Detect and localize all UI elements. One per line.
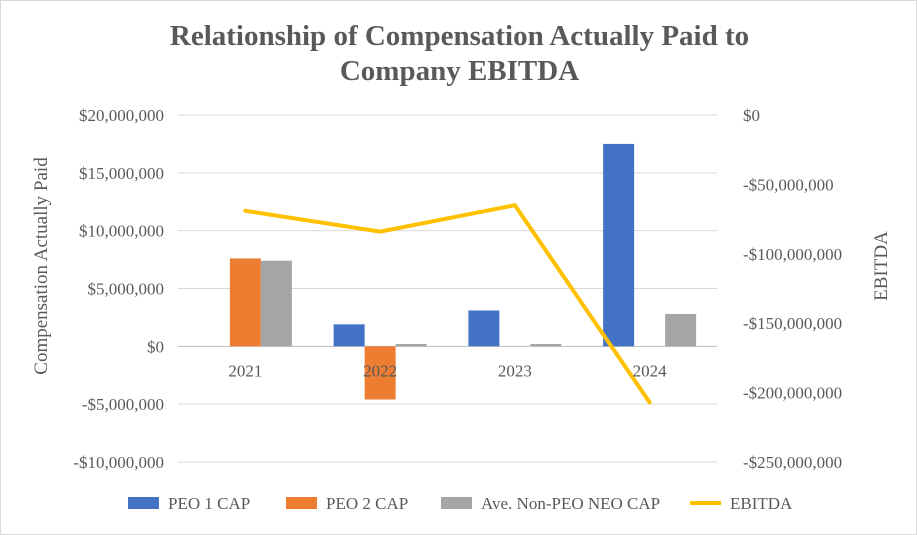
bar bbox=[229, 258, 261, 347]
bar bbox=[364, 346, 396, 400]
bar bbox=[665, 313, 697, 347]
y2-tick-label: -$250,000,000 bbox=[743, 453, 842, 472]
ebitda-line-group bbox=[243, 203, 652, 405]
chart-title-line2: Company EBITDA bbox=[339, 55, 580, 87]
y-tick-label: $5,000,000 bbox=[88, 280, 165, 299]
bar bbox=[468, 310, 500, 347]
bars bbox=[229, 143, 697, 400]
bar bbox=[260, 260, 292, 347]
y2-tick-label: -$200,000,000 bbox=[743, 384, 842, 403]
ebitda-line bbox=[243, 203, 652, 405]
legend-swatch bbox=[286, 497, 317, 509]
y-tick-label: $10,000,000 bbox=[79, 222, 164, 241]
y2-axis-label: EBITDA bbox=[871, 231, 892, 301]
legend-swatch bbox=[441, 497, 472, 509]
x-tick-label: 2021 bbox=[228, 361, 262, 380]
y-tick-label: $0 bbox=[147, 337, 164, 356]
chart-title-line1: Relationship of Compensation Actually Pa… bbox=[169, 20, 750, 52]
y2-tick-label: $0 bbox=[743, 106, 760, 125]
legend-swatch bbox=[128, 497, 159, 509]
y-tick-label: $15,000,000 bbox=[79, 164, 164, 183]
legend-label: PEO 2 CAP bbox=[326, 494, 408, 513]
x-tick-label: 2022 bbox=[363, 361, 397, 380]
x-tick-label: 2024 bbox=[633, 361, 668, 380]
legend: PEO 1 CAP PEO 2 CAP Ave. Non-PEO NEO CAP EB… bbox=[128, 494, 793, 513]
legend-label: PEO 1 CAP bbox=[168, 494, 250, 513]
y2-tick-label: -$50,000,000 bbox=[743, 175, 834, 194]
y-tick-label: -$5,000,000 bbox=[82, 395, 164, 414]
y-axis-label: Compensation Actually Paid bbox=[31, 157, 52, 375]
legend-label: EBITDA bbox=[730, 494, 793, 513]
legend-label: Ave. Non-PEO NEO CAP bbox=[481, 494, 660, 513]
bar bbox=[530, 344, 562, 347]
x-tick-label: 2023 bbox=[498, 361, 532, 380]
y-tick-label: -$10,000,000 bbox=[73, 453, 164, 472]
y2-tick-label: -$100,000,000 bbox=[743, 245, 842, 264]
x-axis-ticks: 2021 2022 2023 2024 bbox=[228, 361, 667, 380]
bar bbox=[395, 344, 427, 347]
bar bbox=[603, 143, 635, 347]
y-axis-ticks: $20,000,000 $15,000,000 $10,000,000 $5,000,… bbox=[73, 106, 164, 472]
bar bbox=[333, 324, 365, 347]
y2-tick-label: -$150,000,000 bbox=[743, 314, 842, 333]
y-tick-label: $20,000,000 bbox=[79, 106, 164, 125]
y2-axis-ticks: $0 -$50,000,000 -$100,000,000 -$150,000,000… bbox=[743, 106, 842, 472]
chart-title: Relationship of Compensation Actually Pa… bbox=[1, 19, 917, 89]
